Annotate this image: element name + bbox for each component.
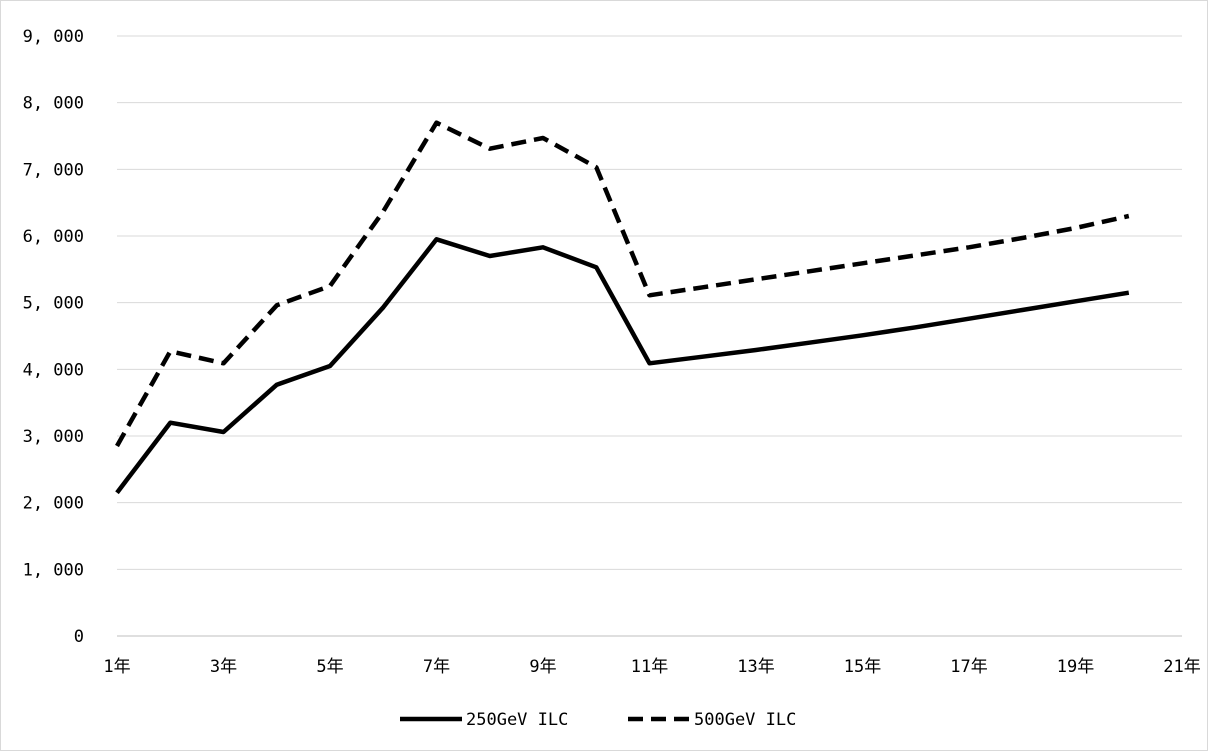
y-axis-tick-labels: 0 1, 000 2, 000 3, 000 4, 000 5, 000 6, 000 7, …	[23, 27, 84, 647]
series-line-250gev	[115, 237, 1130, 495]
legend-label: 250GeV ILC	[466, 710, 568, 730]
gridlines	[117, 35, 1182, 637]
x-tick-label: 5年	[316, 657, 343, 677]
x-axis-tick-labels: 1年 3年 5年 7年 9年 11年 13年 15年 17年 19年 21年	[103, 657, 1200, 677]
x-tick-label: 17年	[950, 657, 987, 677]
y-tick-label: 7, 000	[23, 160, 84, 180]
legend: 250GeV ILC 500GeV ILC	[400, 710, 796, 730]
y-tick-label: 2, 000	[23, 494, 84, 514]
x-tick-label: 11年	[631, 657, 668, 677]
x-tick-label: 21年	[1163, 657, 1200, 677]
x-tick-label: 19年	[1057, 657, 1094, 677]
y-tick-label: 8, 000	[23, 94, 84, 114]
y-tick-label: 0	[74, 627, 84, 647]
y-tick-label: 1, 000	[23, 560, 84, 580]
series-line-500gev	[115, 120, 1130, 448]
y-tick-label: 5, 000	[23, 294, 84, 314]
x-tick-label: 15年	[844, 657, 881, 677]
x-tick-label: 13年	[737, 657, 774, 677]
y-tick-label: 3, 000	[23, 427, 84, 447]
series-lines	[115, 120, 1130, 495]
legend-item: 250GeV ILC	[400, 710, 568, 730]
x-tick-label: 7年	[423, 657, 450, 677]
y-tick-label: 6, 000	[23, 227, 84, 247]
x-tick-label: 9年	[529, 657, 556, 677]
legend-label: 500GeV ILC	[694, 710, 796, 730]
y-tick-label: 4, 000	[23, 360, 84, 380]
legend-item: 500GeV ILC	[628, 710, 796, 730]
x-tick-label: 3年	[210, 657, 237, 677]
y-tick-label: 9, 000	[23, 27, 84, 47]
x-tick-label: 1年	[103, 657, 130, 677]
